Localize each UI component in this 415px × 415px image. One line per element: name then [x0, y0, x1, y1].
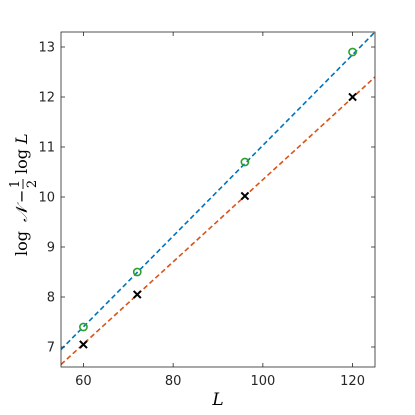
circle-marker — [348, 47, 357, 57]
cross-marker — [79, 340, 88, 349]
y-label-l: L — [12, 133, 31, 145]
plot-area — [61, 32, 375, 367]
y-tick-label: 8 — [47, 291, 55, 306]
y-axis-label: log 𝒩 − 1 2 log L — [8, 133, 40, 256]
y-tick-label: 10 — [38, 191, 55, 206]
x-tick-label: 60 — [75, 374, 92, 389]
circle-marker — [240, 157, 250, 167]
fit-line-2 — [61, 76, 375, 366]
data-markers — [79, 47, 357, 349]
y-tick-label: 9 — [47, 241, 55, 256]
cross-marker — [132, 290, 142, 299]
cross-marker — [240, 191, 250, 201]
y-tick-label: 13 — [38, 41, 55, 56]
y-label-minus: − — [12, 190, 31, 203]
y-label-frac-den: 2 — [25, 180, 40, 188]
y-label-log1: log — [12, 231, 31, 256]
x-tick-label: 100 — [250, 374, 275, 389]
x-tick-label: 120 — [340, 374, 365, 389]
circle-marker — [132, 267, 142, 277]
y-tick-label: 7 — [47, 341, 55, 356]
y-label-frac-num: 1 — [8, 180, 23, 188]
fit-lines — [61, 32, 375, 366]
y-tick-label: 11 — [38, 141, 55, 156]
axis-ticks: 60 80 100 120 7 8 9 10 11 12 13 — [38, 32, 375, 389]
fit-line-1 — [61, 32, 375, 351]
y-label-n: 𝒩 — [12, 202, 31, 222]
y-label-log2: log — [12, 149, 31, 174]
cross-marker — [348, 92, 357, 102]
x-tick-label: 80 — [165, 374, 182, 389]
axes-box — [60, 31, 376, 368]
x-axis-label: L — [211, 390, 223, 410]
y-tick-label: 12 — [38, 91, 55, 106]
circle-marker — [79, 322, 88, 332]
